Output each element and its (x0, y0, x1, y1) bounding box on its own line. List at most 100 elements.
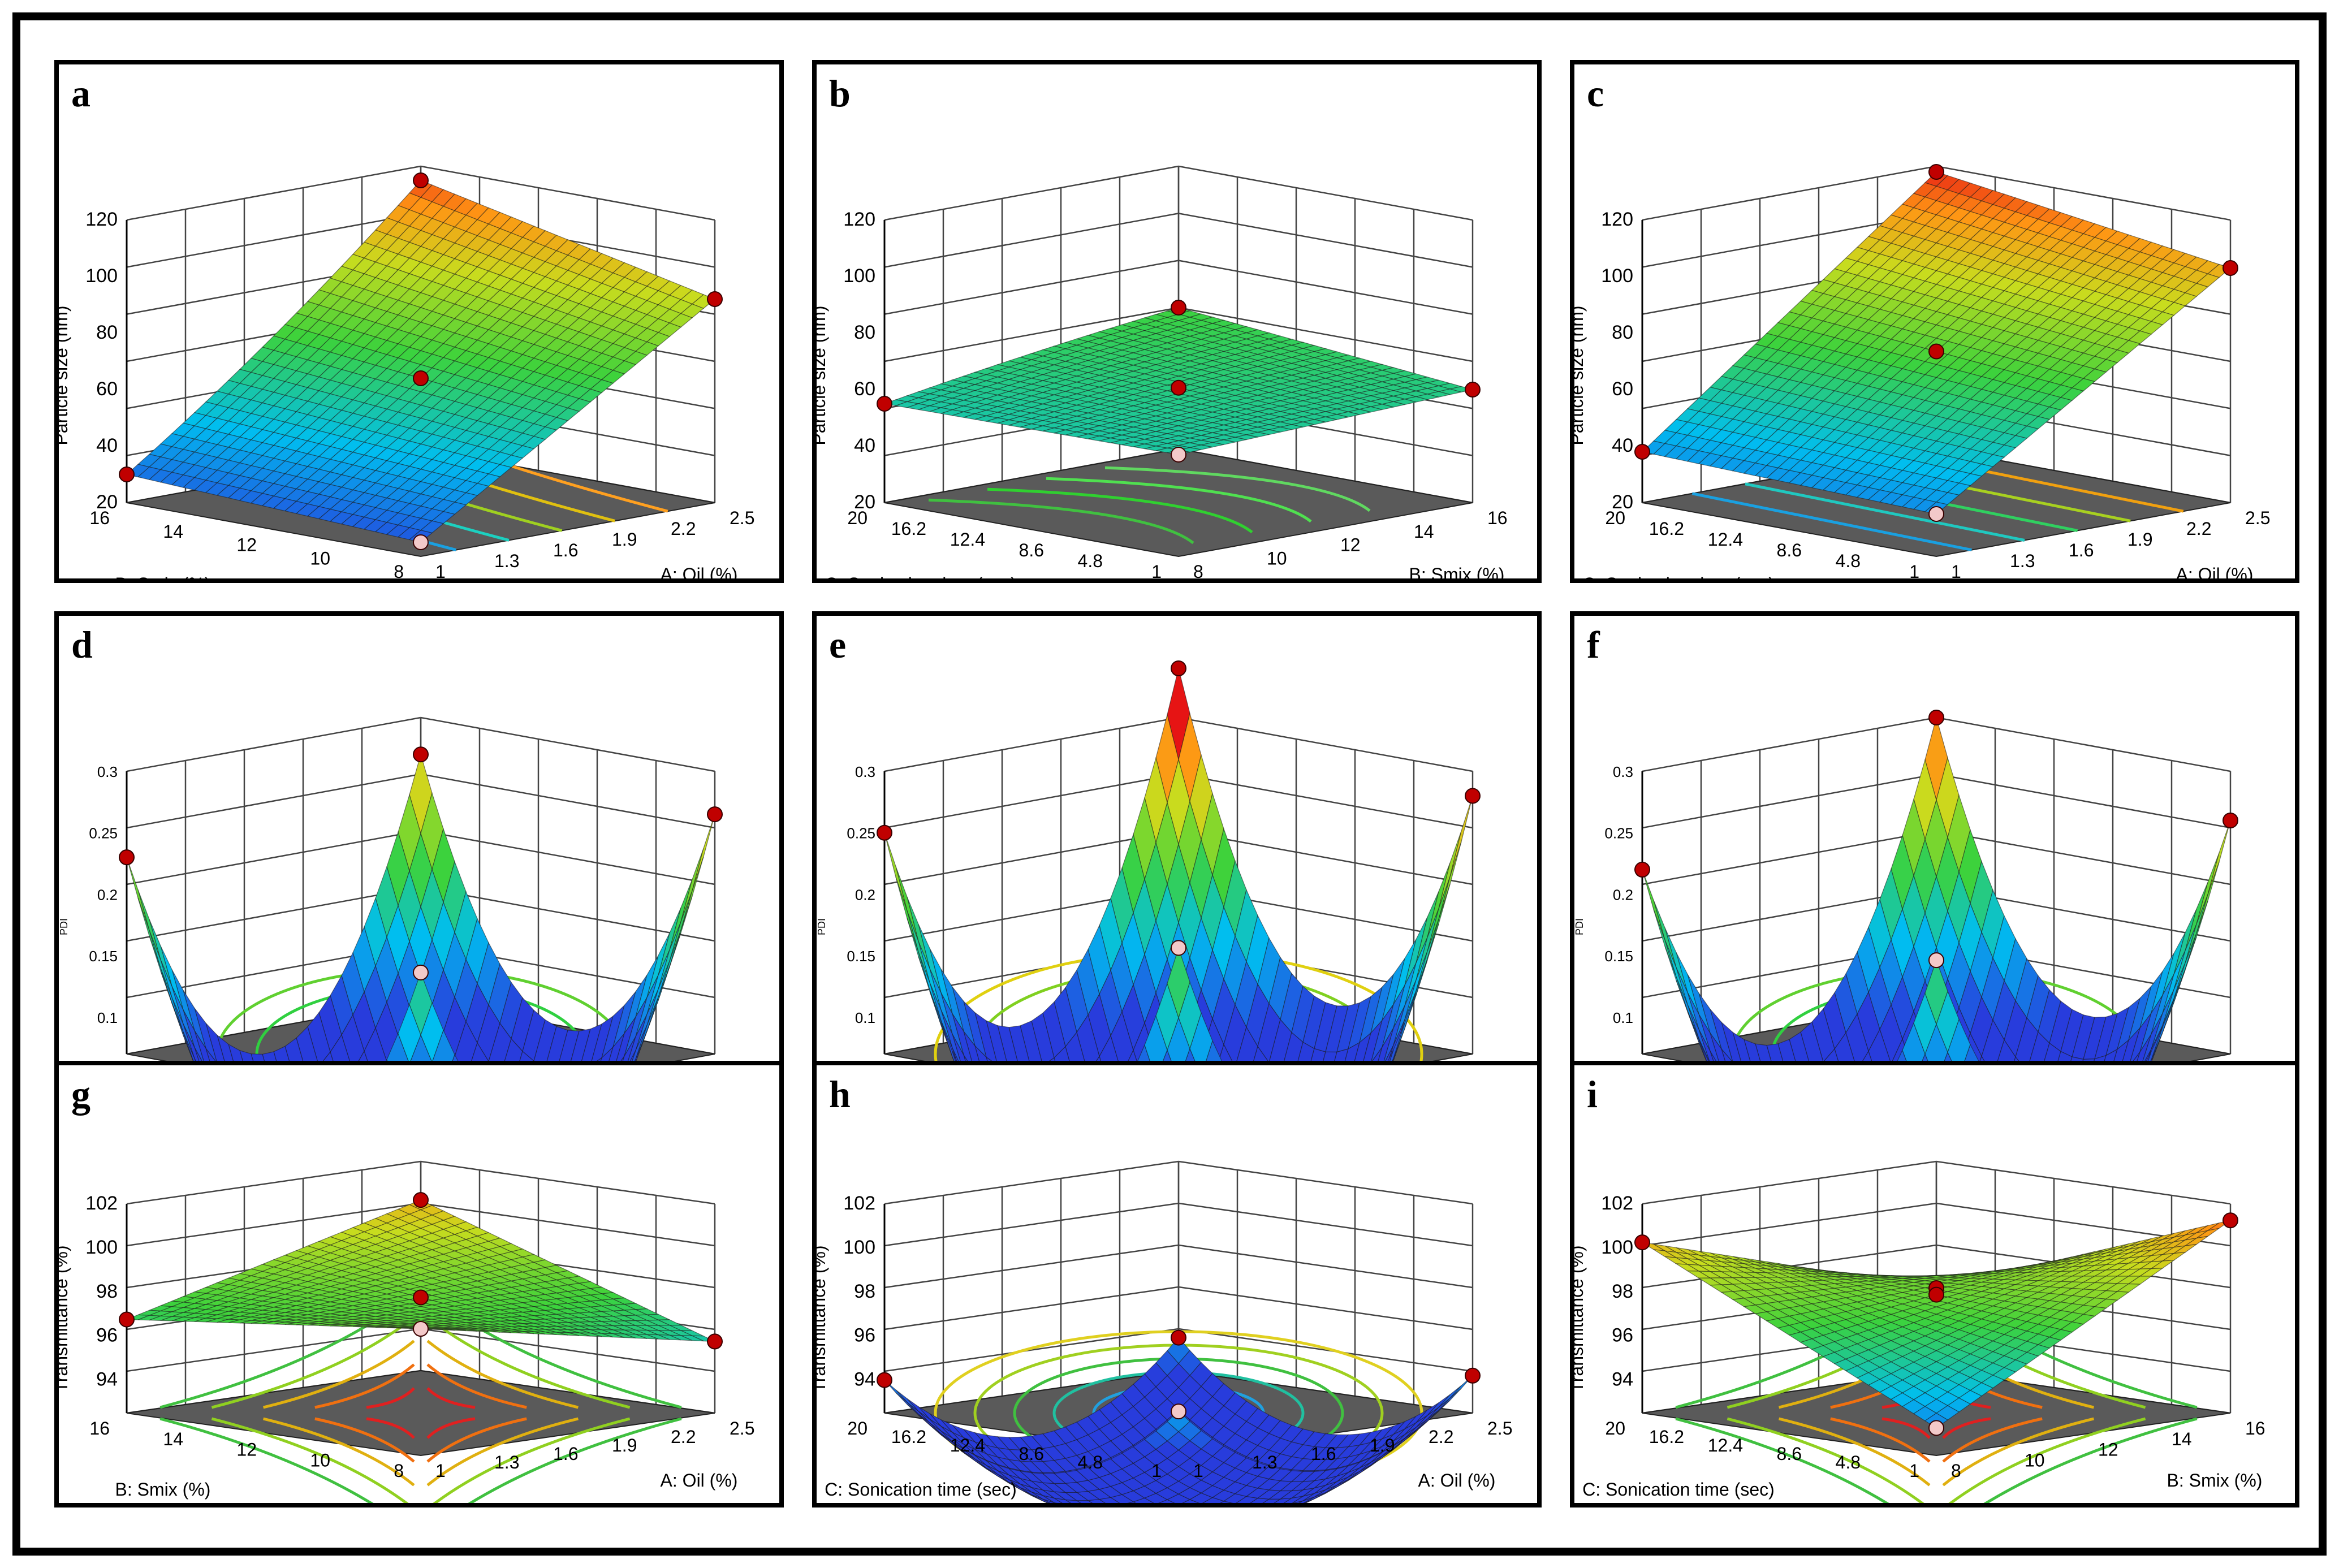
design-point (119, 849, 135, 866)
panel-a: a 20 40 60 80 100 120 Particle size (nm) 16 14 12 1… (54, 60, 784, 583)
left-axis-label: B: Smix (%) (115, 574, 211, 578)
surface-cell (137, 889, 161, 960)
panel-c: c 20 40 60 80 100 120 Particle size (nm) 20 16.2 1… (1570, 60, 2299, 583)
right-axis-tick: 1.3 (2010, 551, 2035, 571)
surface-cell (126, 857, 150, 931)
contour-line (1691, 492, 1972, 552)
chart-a: 20 40 60 80 100 120 Particle size (nm) 16 14 12 10… (59, 165, 754, 578)
contour-line (426, 1340, 579, 1409)
design-point (1928, 952, 1944, 969)
z-tick-label: 20 (854, 491, 875, 513)
grid-line (420, 1202, 715, 1247)
panel-letter: a (71, 72, 90, 115)
grid-line (1642, 773, 1937, 829)
z-tick-label: 100 (85, 265, 118, 287)
left-axis-tick: 16.2 (891, 519, 926, 539)
z-axis-label: Particle size (nm) (1574, 305, 1587, 445)
grid-line (1642, 830, 1937, 885)
left-axis-tick: 8.6 (1019, 540, 1044, 560)
grid-line (1936, 773, 2231, 829)
grid-line (884, 165, 1179, 221)
panel-f: f0.10.150.20.250.3PDI2016.212.48.64.81C:… (1570, 611, 2299, 1134)
z-tick-label: 120 (843, 209, 875, 230)
z-tick-label: 60 (854, 378, 875, 400)
contour-line (426, 1387, 476, 1409)
grid-line (884, 306, 1179, 362)
grid-line (420, 165, 715, 221)
left-axis-tick: 4.8 (1836, 551, 1861, 571)
z-ticks: 0.1 0.15 0.2 0.25 0.3 PDI (1574, 763, 1633, 1026)
design-point (413, 534, 429, 550)
response-surface (126, 1199, 715, 1342)
contour-line (426, 1316, 631, 1409)
z-tick-label: 0.3 (1613, 763, 1633, 780)
grid-line (420, 773, 715, 829)
z-tick-label: 120 (85, 209, 118, 230)
grid-line (126, 213, 421, 268)
z-tick-label: 80 (854, 322, 875, 343)
grid-line (126, 165, 421, 221)
surface-cell (1449, 796, 1473, 877)
design-point (1171, 379, 1186, 396)
grid-line (126, 886, 421, 942)
design-point (1928, 506, 1944, 522)
surface-cell (884, 832, 908, 912)
right-axis: 1 1.3 1.6 1.9 2.2 2.5 A: Oil (%) (1951, 508, 2270, 578)
surface-cell (1167, 947, 1190, 1019)
z-tick-label: 0.2 (855, 886, 875, 903)
grid-line (420, 1328, 715, 1372)
chart-root: 20 40 60 80 100 120 Particle size (nm) 16 14 12 10… (59, 165, 754, 578)
chart-d: 0.10.150.20.250.3PDI161412108B: smix (%)… (59, 716, 748, 1130)
z-tick-label: 60 (1612, 378, 1633, 400)
grid-line (1936, 716, 2231, 772)
design-point (1171, 447, 1186, 463)
grid-line (884, 260, 1179, 315)
right-axis-tick: 2.2 (2186, 519, 2211, 539)
contour-line (159, 1417, 374, 1503)
right-axis-label: A: Oil (%) (2176, 564, 2254, 578)
design-points (877, 660, 1481, 956)
contour-floor (884, 448, 1473, 558)
right-axis-tick: 2.2 (671, 519, 696, 539)
grid-line (126, 773, 421, 829)
design-points (119, 172, 723, 550)
z-tick-label: 0.15 (89, 948, 118, 965)
contour-floor (126, 1370, 715, 1457)
panel-letter: d (71, 623, 93, 666)
contour-line (1104, 466, 1371, 512)
design-point (877, 824, 892, 841)
design-point (2223, 812, 2238, 828)
design-point (413, 172, 429, 188)
left-axis-tick: 1 (1909, 561, 1919, 578)
right-axis-tick: 2.5 (730, 508, 754, 528)
left-axis: 20 16.2 12.4 8.6 4.8 1 C: Sonication time (sec… (1582, 508, 1919, 578)
z-tick-label: 0.25 (89, 825, 118, 842)
left-axis-tick: 10 (310, 548, 330, 568)
left-axis-tick: 12.4 (1708, 529, 1743, 550)
grid-line (420, 830, 715, 885)
grid-line (126, 716, 421, 772)
contour-line (314, 1417, 415, 1463)
z-tick-label: 100 (1601, 265, 1633, 287)
grid-line (420, 1160, 715, 1205)
surface-cell (1438, 841, 1462, 920)
right-axis-tick: 14 (1414, 521, 1434, 542)
z-tick-label: 20 (1612, 491, 1633, 513)
panel-e: e0.10.150.20.250.3PDI2016.212.48.64.81C:… (812, 611, 1542, 1134)
contour-line (314, 1363, 415, 1409)
right-axis-tick: 1.6 (2069, 540, 2094, 560)
design-point (1171, 300, 1186, 316)
right-axis-label: A: Oil (%) (661, 564, 738, 578)
surface-cell (1664, 927, 1688, 993)
design-point (1171, 940, 1186, 956)
grid-line (126, 1328, 421, 1372)
z-tick-label: 120 (1601, 209, 1633, 230)
left-axis-tick: 12 (236, 535, 257, 555)
figure-frame: a 20 40 60 80 100 120 Particle size (nm) 16 14 12 1… (12, 12, 2327, 1556)
design-points (119, 746, 723, 980)
grid-line (1178, 716, 1473, 772)
z-tick-label: 0.1 (855, 1009, 875, 1026)
